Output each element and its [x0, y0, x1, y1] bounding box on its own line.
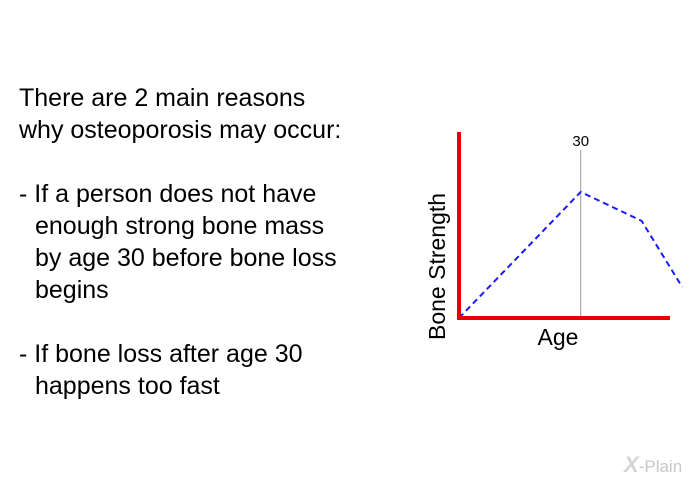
x-axis-label: Age — [538, 324, 579, 350]
x-plain-logo-text: -Plain — [638, 457, 683, 476]
intro-line-2: why osteoporosis may occur: — [19, 116, 342, 144]
bullet-item-1: - If a person does not have enough stron… — [19, 178, 399, 306]
bullet-1-line-4: begins — [35, 276, 109, 304]
bone-strength-series-line — [458, 190, 684, 319]
x-plain-logo-mark: X — [624, 452, 639, 477]
age-marker-label: 30 — [572, 133, 589, 150]
explanation-text: There are 2 main reasons why osteoporosi… — [19, 82, 399, 402]
intro-line-1: There are 2 main reasons — [19, 84, 306, 112]
bullet-1-line-3: by age 30 before bone loss — [35, 244, 337, 272]
bullet-item-2: - If bone loss after age 30 happens too … — [19, 338, 399, 402]
x-plain-logo: X-Plain — [624, 452, 682, 478]
bullet-1-line-1: - If a person does not have — [19, 180, 317, 208]
bone-strength-chart: Bone Strength Age 30 — [424, 132, 684, 350]
series-layer — [458, 190, 684, 319]
bullet-2-line-2: happens too fast — [35, 372, 220, 400]
y-axis-label: Bone Strength — [424, 193, 450, 340]
bullet-2-line-1: - If bone loss after age 30 — [19, 340, 303, 368]
bullet-1-line-2: enough strong bone mass — [35, 212, 325, 240]
